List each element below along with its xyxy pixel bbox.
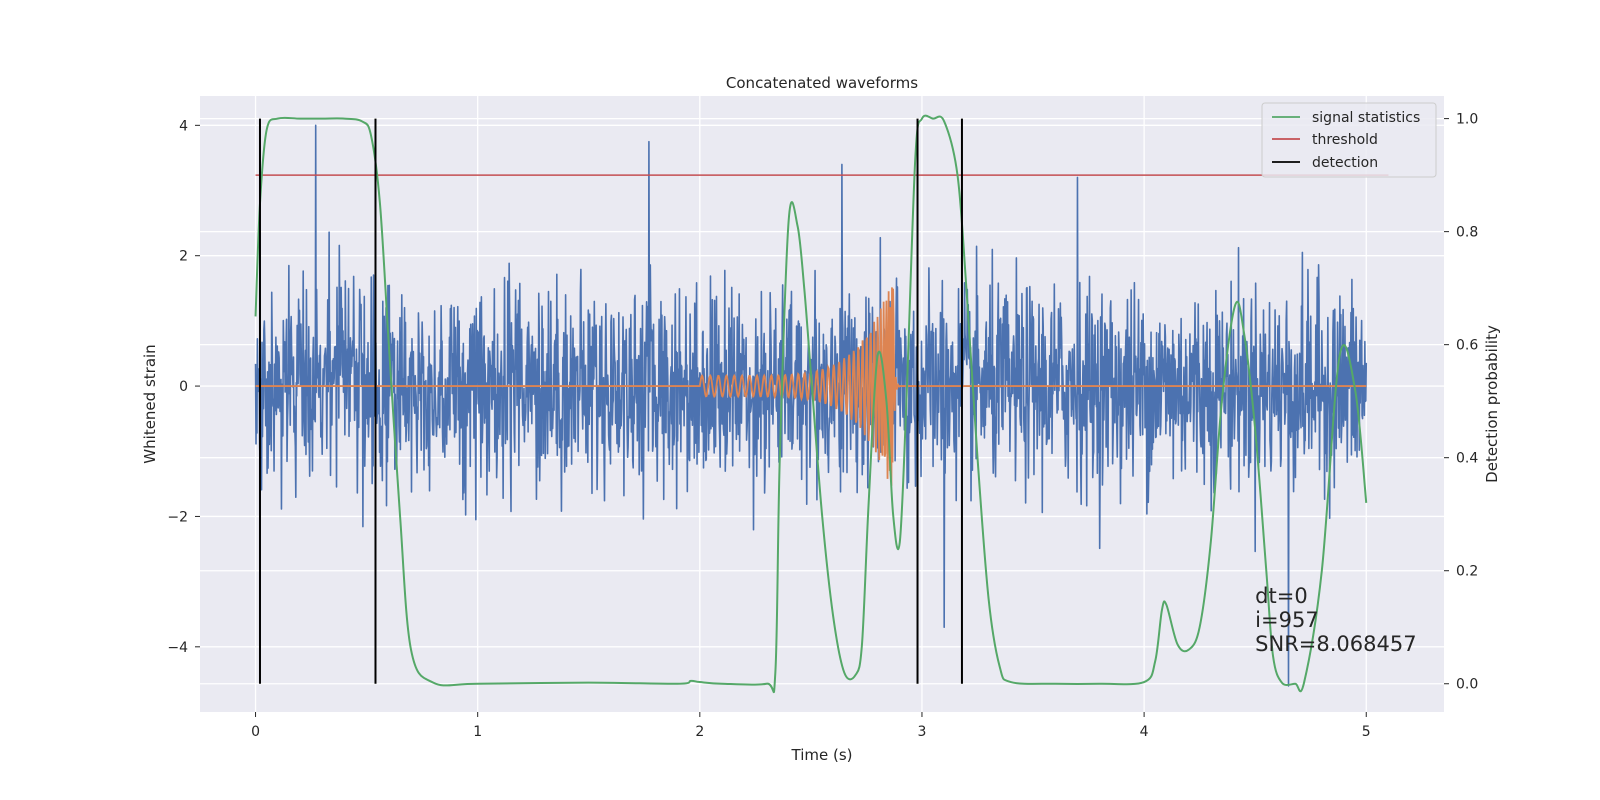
x-tick-label: 0 [251, 724, 260, 740]
annotation-index: i=957 [1255, 608, 1319, 632]
y-axis-left-label: Whitened strain [141, 344, 159, 463]
y-left-tick-label: −4 [167, 640, 188, 656]
x-axis-label: Time (s) [791, 746, 853, 764]
y-right-tick-label: 0.6 [1456, 338, 1478, 354]
legend: signal statistics threshold detection [1261, 102, 1437, 178]
y-right-tick-label: 0.8 [1456, 225, 1478, 241]
signal-statistics-line [254, 114, 1368, 694]
y-right-tick-label: 0.2 [1456, 564, 1478, 580]
x-tick-label: 5 [1362, 724, 1371, 740]
legend-box [1261, 102, 1437, 178]
x-tick-label: 1 [473, 724, 482, 740]
x-tick-label: 3 [918, 724, 927, 740]
x-tick-label: 4 [1140, 724, 1149, 740]
y-left-tick-label: −2 [167, 509, 188, 525]
data-layer [254, 114, 1389, 694]
y-left-tick-label: 4 [179, 118, 188, 134]
axis-ticks: 0 1 2 3 4 5 −4 −2 0 2 4 0.0 0.2 0.4 0.6 0.8 1.0 [167, 112, 1478, 740]
y-left-tick-label: 0 [179, 379, 188, 395]
snr-annotation: dt=0 i=957 SNR=8.068457 [1255, 584, 1416, 656]
legend-label-threshold: threshold [1312, 132, 1378, 148]
annotation-dt: dt=0 [1255, 584, 1308, 608]
legend-label-signal-statistics: signal statistics [1312, 110, 1420, 126]
legend-label-detection: detection [1312, 155, 1378, 171]
y-right-tick-label: 1.0 [1456, 112, 1478, 128]
chart-title: Concatenated waveforms [726, 74, 918, 92]
x-tick-label: 2 [695, 724, 704, 740]
y-right-tick-label: 0.0 [1456, 677, 1478, 693]
y-axis-right-label: Detection probability [1483, 325, 1501, 483]
y-right-tick-label: 0.4 [1456, 451, 1478, 467]
y-left-tick-label: 2 [179, 249, 188, 265]
annotation-snr: SNR=8.068457 [1255, 632, 1416, 656]
noise-series-line [254, 124, 1368, 687]
